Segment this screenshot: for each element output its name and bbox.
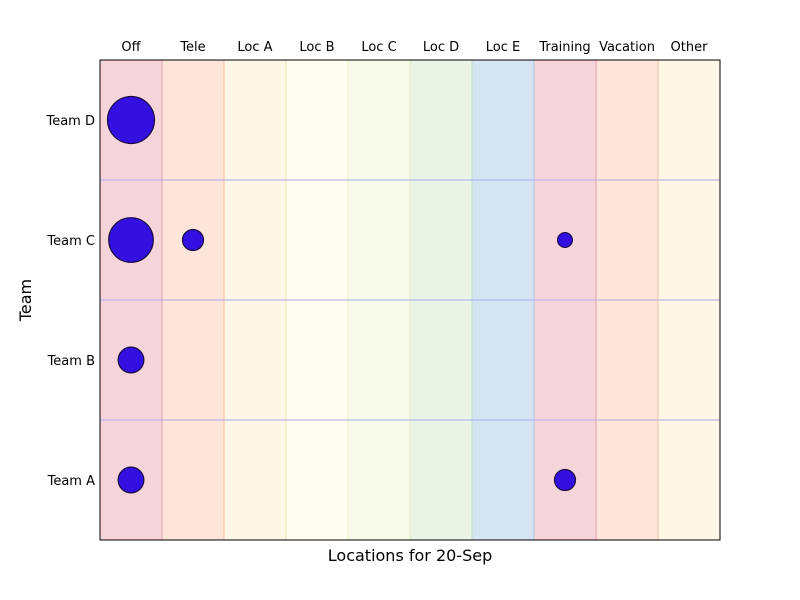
y-tick-label: Team B — [47, 354, 95, 369]
x-tick-label: Loc B — [299, 40, 334, 55]
bubble-team-a-off — [117, 466, 145, 494]
bubble-team-d-off — [106, 95, 156, 145]
x-tick-label: Loc D — [423, 40, 459, 55]
y-axis-label: Team — [16, 279, 35, 322]
y-tick-label: Team C — [46, 234, 95, 249]
bubble-team-a-training — [553, 468, 577, 492]
team-row-separators — [100, 179, 720, 421]
bubble-team-c-training — [556, 231, 574, 249]
plot-frame — [99, 59, 721, 541]
x-tick-label: Other — [671, 40, 709, 55]
x-tick-label: Training — [538, 40, 590, 55]
x-axis-label: Locations for 20-Sep — [328, 546, 492, 565]
x-tick-label: Loc E — [486, 40, 520, 55]
x-tick-label: Tele — [179, 40, 205, 55]
bubble-team-c-tele — [181, 228, 205, 252]
x-tick-label: Loc A — [237, 40, 272, 55]
y-tick-label: Team A — [47, 474, 95, 489]
bubbles — [106, 95, 577, 494]
x-tick-label: Vacation — [599, 40, 655, 55]
bubble-team-b-off — [117, 346, 145, 374]
x-tick-label: Loc C — [361, 40, 396, 55]
bubble-team-c-off — [108, 217, 154, 263]
y-tick-labels: Team D Team C Team B Team A — [45, 114, 95, 489]
x-tick-label: Off — [121, 40, 141, 55]
y-tick-label: Team D — [45, 114, 95, 129]
x-tick-labels: Off Tele Loc A Loc B Loc C Loc D Loc E Training… — [121, 40, 708, 55]
